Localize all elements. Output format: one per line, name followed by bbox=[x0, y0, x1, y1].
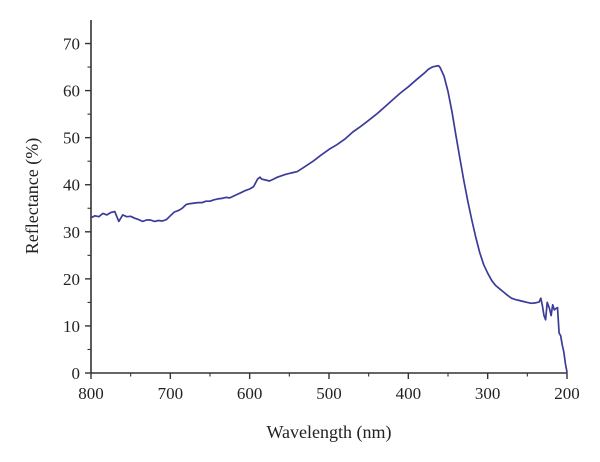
y-tick-label: 10 bbox=[63, 317, 80, 336]
y-ticks: 0 10 20 30 40 50 60 70 bbox=[63, 35, 91, 383]
x-tick-label: 600 bbox=[237, 384, 263, 403]
y-tick-label: 0 bbox=[72, 364, 81, 383]
x-tick-label: 700 bbox=[158, 384, 184, 403]
x-axis-title: Wavelength (nm) bbox=[266, 422, 391, 443]
y-tick-label: 30 bbox=[63, 223, 80, 242]
x-tick-label: 400 bbox=[396, 384, 422, 403]
y-tick-label: 50 bbox=[63, 129, 80, 148]
x-tick-label: 500 bbox=[316, 384, 342, 403]
x-ticks: 800 700 600 500 400 300 200 bbox=[78, 373, 580, 403]
reflectance-series-line bbox=[90, 64, 568, 373]
x-tick-label: 300 bbox=[475, 384, 501, 403]
x-tick-label: 200 bbox=[554, 384, 580, 403]
y-tick-label: 20 bbox=[63, 270, 80, 289]
y-tick-label: 40 bbox=[63, 176, 80, 195]
series-layer bbox=[90, 64, 568, 373]
x-tick-label: 800 bbox=[78, 384, 104, 403]
y-tick-label: 70 bbox=[63, 35, 80, 54]
axes bbox=[90, 20, 567, 374]
y-axis-title: Reflectance (%) bbox=[22, 138, 43, 254]
y-tick-label: 60 bbox=[63, 82, 80, 101]
